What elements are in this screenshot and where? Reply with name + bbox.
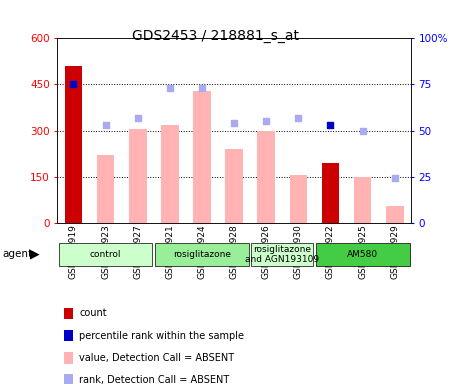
Bar xyxy=(290,175,307,223)
Text: ▶: ▶ xyxy=(30,248,39,261)
Text: agent: agent xyxy=(2,249,33,260)
Bar xyxy=(193,91,211,223)
Text: percentile rank within the sample: percentile rank within the sample xyxy=(79,331,244,341)
Bar xyxy=(161,125,179,223)
Point xyxy=(102,122,109,128)
Point xyxy=(295,114,302,121)
Point xyxy=(391,175,398,182)
Bar xyxy=(65,66,82,223)
Point xyxy=(70,81,77,88)
Bar xyxy=(129,129,146,223)
Text: rosiglitazone: rosiglitazone xyxy=(173,250,231,259)
FancyBboxPatch shape xyxy=(316,243,409,266)
Bar xyxy=(322,163,339,223)
Point xyxy=(198,85,206,91)
Point xyxy=(327,122,334,128)
Text: control: control xyxy=(90,250,121,259)
FancyBboxPatch shape xyxy=(59,243,152,266)
Bar xyxy=(97,155,114,223)
Text: rank, Detection Call = ABSENT: rank, Detection Call = ABSENT xyxy=(79,375,230,384)
Bar xyxy=(225,149,243,223)
Bar xyxy=(386,206,403,223)
Point xyxy=(230,120,238,126)
Text: AM580: AM580 xyxy=(347,250,378,259)
Point xyxy=(134,114,141,121)
FancyBboxPatch shape xyxy=(252,243,313,266)
Text: value, Detection Call = ABSENT: value, Detection Call = ABSENT xyxy=(79,353,235,363)
Point xyxy=(359,127,366,134)
Text: GDS2453 / 218881_s_at: GDS2453 / 218881_s_at xyxy=(132,29,299,43)
Text: rosiglitazone
and AGN193109: rosiglitazone and AGN193109 xyxy=(245,245,319,264)
FancyBboxPatch shape xyxy=(155,243,249,266)
Bar xyxy=(257,131,275,223)
Point xyxy=(263,118,270,124)
Point xyxy=(166,85,174,91)
Bar xyxy=(354,177,371,223)
Text: count: count xyxy=(79,308,107,318)
